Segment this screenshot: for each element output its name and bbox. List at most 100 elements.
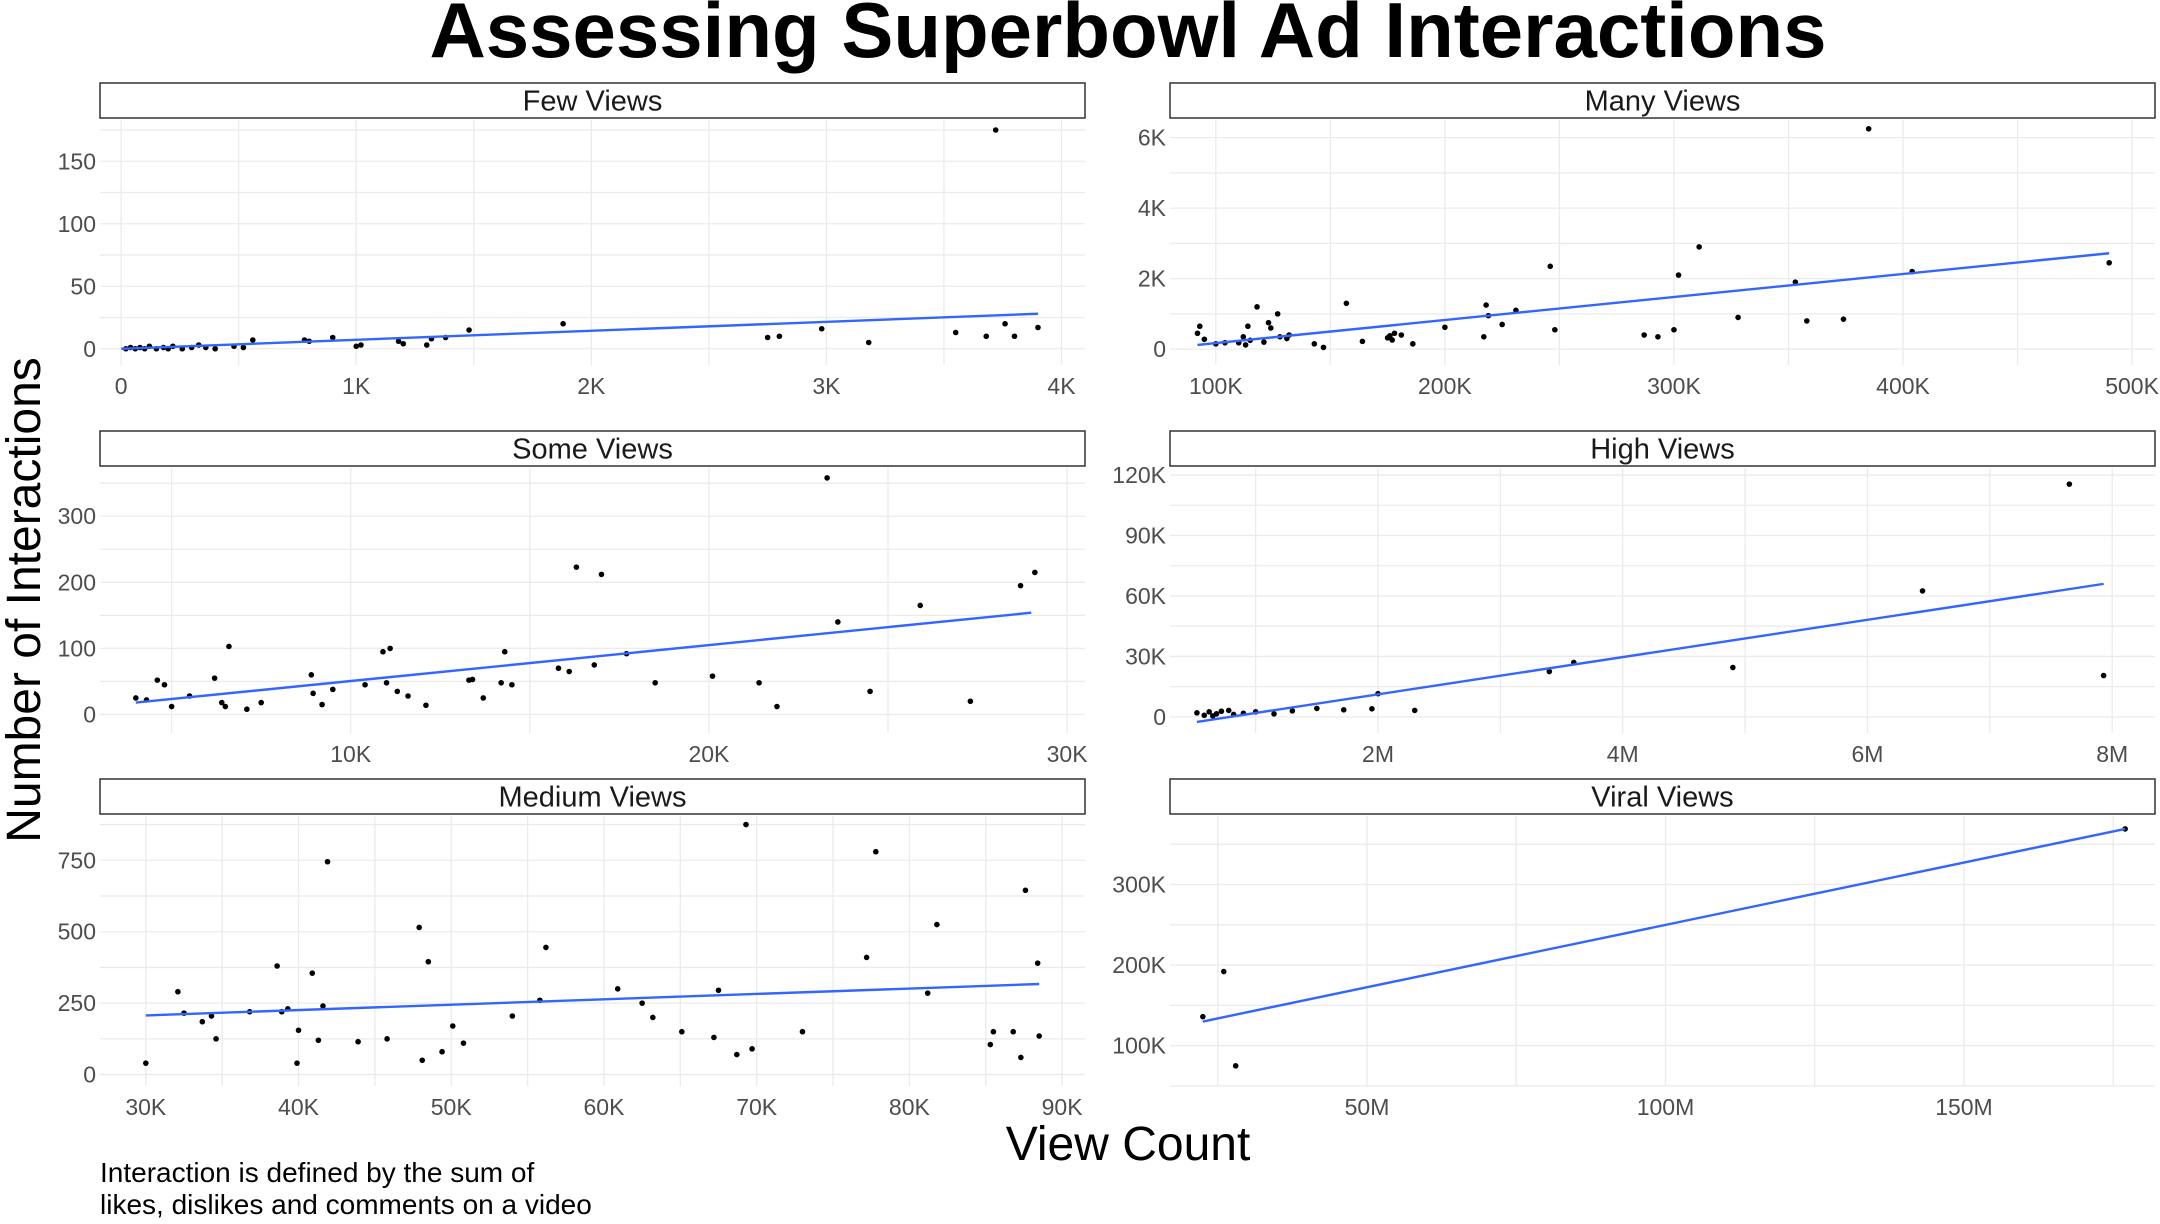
data-point (863, 954, 870, 961)
data-point (384, 1036, 390, 1042)
data-point (1499, 321, 1505, 328)
data-point (917, 602, 924, 609)
x-tick-label: 0 (115, 373, 128, 399)
trend-line-some-views (135, 611, 1032, 704)
data-point (1340, 707, 1347, 713)
panel-viral-views: Viral Views 50M 100M 150M 100K 200K 300K (1112, 778, 2156, 1120)
x-tick-label: 300K (1647, 373, 1701, 399)
x-tick-label: 40K (278, 1094, 320, 1120)
x-tick-label: 6M (1851, 741, 1883, 767)
data-point (983, 333, 990, 340)
data-point (1289, 708, 1296, 714)
x-tick-label: 2M (1362, 741, 1394, 767)
data-point (449, 1023, 456, 1029)
x-tick-label: 100M (1637, 1094, 1695, 1120)
data-point (1552, 326, 1558, 333)
data-point (133, 695, 139, 701)
data-point (208, 1013, 215, 1019)
data-point (1022, 887, 1029, 894)
data-point (1010, 1028, 1017, 1035)
data-point (315, 1037, 322, 1044)
data-point (992, 127, 999, 133)
data-point (258, 699, 264, 706)
data-point (1411, 707, 1418, 714)
y-tick-label: 0 (83, 701, 96, 727)
x-tick-label: 400K (1876, 373, 1930, 399)
y-tick-label: 500 (58, 919, 96, 945)
y-tick-label: 6K (1138, 125, 1167, 151)
data-point (934, 921, 940, 928)
data-point (143, 1060, 149, 1066)
x-tick-label: 2K (577, 373, 606, 399)
data-point (924, 990, 931, 996)
data-point (218, 699, 225, 706)
data-point (1194, 330, 1201, 337)
data-point (1311, 341, 1318, 347)
data-point (509, 681, 515, 688)
data-point (566, 668, 573, 675)
data-point (274, 963, 280, 969)
y-tick-label: 0 (1153, 704, 1166, 730)
x-tick-label: 30K (125, 1094, 167, 1120)
x-tick-label: 500K (2105, 373, 2159, 399)
data-point (1919, 588, 1926, 594)
y-tick-label: 150 (58, 148, 96, 174)
data-point (439, 1048, 445, 1055)
data-point (573, 564, 580, 570)
y-tick-label: 0 (83, 1062, 96, 1088)
data-point (952, 329, 959, 336)
data-point (1240, 333, 1247, 340)
strip-medium-views (99, 778, 1086, 815)
data-point (480, 695, 487, 701)
data-point (509, 1013, 516, 1019)
data-point (387, 645, 393, 652)
data-point (1035, 324, 1041, 331)
data-point (967, 698, 974, 705)
data-point (1232, 1063, 1239, 1069)
data-point (543, 944, 549, 951)
data-point (1735, 314, 1741, 321)
data-point (1218, 708, 1225, 715)
data-point (711, 1034, 717, 1041)
caption-line-2: likes, dislikes and comments on a video (100, 1189, 592, 1220)
y-tick-label: 250 (58, 990, 96, 1016)
data-point (308, 672, 315, 678)
strip-label-viral-views: Viral Views (1591, 782, 1733, 814)
data-point (650, 1014, 656, 1021)
data-point (1265, 319, 1272, 326)
data-point (799, 1028, 806, 1035)
data-point (987, 1041, 994, 1048)
x-tick-label: 90K (1042, 1094, 1084, 1120)
data-point (1271, 711, 1277, 717)
data-point (353, 343, 360, 350)
y-tick-label: 100 (58, 211, 96, 237)
panel-some-views: Some Views 10K 20K 30K 0 100 200 300 (58, 430, 1088, 767)
data-point (715, 987, 722, 994)
data-point (1483, 302, 1489, 308)
data-point (1730, 664, 1736, 671)
data-point (175, 988, 181, 995)
strip-many-views (1169, 82, 2156, 119)
data-point (1194, 710, 1200, 716)
data-point (1343, 300, 1350, 307)
x-tick-label: 8M (2096, 741, 2128, 767)
data-point (1641, 332, 1647, 338)
panel-medium-views: Medium Views 30K 40K 50K 60K 70K 80K 90K 0 250 500… (58, 778, 1086, 1120)
data-point (1840, 316, 1847, 322)
data-point (818, 325, 825, 332)
panel-few-views: Few Views 0 1K 2K 3K 4K 0 50 100 150 (58, 82, 1086, 399)
data-point (1017, 582, 1024, 589)
data-point (1196, 323, 1203, 330)
data-point (1655, 333, 1661, 340)
data-point (591, 662, 598, 668)
data-point (1387, 332, 1393, 339)
caption-line-1: Interaction is defined by the sum of (100, 1157, 534, 1188)
trend-line-few-views (121, 312, 1039, 350)
data-point (1002, 320, 1008, 327)
data-point (226, 643, 232, 650)
data-point (295, 1027, 302, 1034)
data-point (1032, 569, 1038, 576)
data-point (764, 334, 771, 341)
data-point (355, 1038, 361, 1045)
data-point (250, 337, 256, 343)
